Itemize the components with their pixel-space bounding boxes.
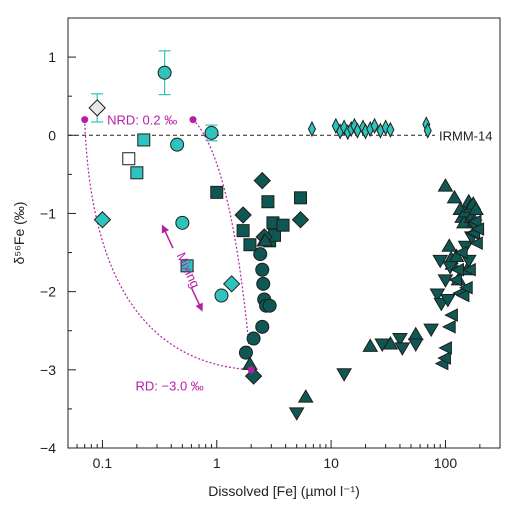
triangle-up-dark-point: [297, 389, 314, 403]
triangle-down-dark-point: [336, 368, 353, 382]
thin-diamond-light-point: [370, 117, 379, 135]
triangle-up-dark-point: [441, 238, 458, 252]
triangle-left-dark-point: [448, 273, 463, 287]
reference-line-layer: IRMM-14: [68, 128, 492, 143]
y-axis-title: δ⁵⁶Fe (‰): [11, 202, 27, 265]
mixing-arrow-group: Mixing: [161, 224, 203, 312]
diamond-light-point: [93, 211, 112, 229]
square-open-point: [122, 152, 136, 166]
circle-dark-point: [255, 319, 270, 334]
square-dark-point: [276, 218, 290, 232]
square-dark-point: [236, 224, 250, 238]
thin-diamond-light-point: [340, 119, 349, 136]
x-axis-title: Dissolved [Fe] (µmol l⁻¹): [208, 483, 360, 499]
square-dark-point: [243, 238, 257, 252]
data-points-layer: [81, 50, 485, 421]
triangle-up-dark-point: [468, 201, 484, 216]
circle-dark-point: [238, 345, 253, 360]
triangle-down-dark-point: [437, 274, 454, 288]
x-tick-label: 100: [434, 455, 458, 471]
triangle-down-dark-point: [423, 323, 440, 338]
y-tick-label: −2: [40, 284, 56, 300]
triangle-left-dark-point: [459, 280, 473, 295]
circle-dark-point: [246, 331, 261, 346]
square-light-point: [130, 166, 144, 180]
square-dark-point: [210, 185, 224, 199]
triangle-left-dark-point: [462, 262, 476, 277]
circle-dark-point: [256, 276, 271, 291]
triangle-left-dark-point: [454, 245, 468, 260]
mixing-annotation: Mixing: [174, 250, 203, 290]
x-tick-label: 10: [323, 455, 339, 471]
mixing-arrowhead-upper: [161, 224, 170, 234]
thin-diamond-light-point: [386, 121, 395, 138]
diamond-dark-point: [253, 171, 271, 190]
triangle-down-dark-point: [442, 261, 459, 275]
irmm14-label: IRMM-14: [439, 128, 492, 143]
y-axis-ticks: 1 0 −1 −2 −3 −4: [40, 49, 76, 456]
circle-dark-point: [253, 247, 268, 262]
triangle-down-dark-point: [439, 293, 456, 308]
triangle-down-dark-point: [407, 338, 424, 353]
circle-dark-point: [262, 298, 277, 313]
mixing-curve: [192, 119, 252, 370]
plot-frame: [67, 17, 501, 449]
triangle-down-dark-point: [392, 333, 408, 347]
x-axis-ticks: 0.1 1 10 100: [67, 440, 501, 471]
triangle-left-dark-point: [444, 308, 458, 322]
rd-annotation: RD: −3.0 ‰: [136, 379, 204, 394]
circle-light-point: [175, 215, 190, 230]
triangle-down-dark-point: [374, 338, 391, 353]
triangle-up-dark-point: [362, 338, 379, 352]
diamond-open_gray-point: [88, 99, 106, 117]
diamond-dark-point: [291, 211, 310, 229]
y-tick-label: −3: [40, 362, 56, 378]
triangle-left-dark-point: [470, 222, 485, 236]
thin-diamond-light-point: [350, 117, 359, 135]
triangle-left-dark-point: [442, 320, 456, 334]
y-tick-label: −4: [40, 440, 56, 456]
triangle-down-dark-point: [460, 254, 477, 269]
triangle-up-dark-point: [257, 232, 274, 247]
triangle-up-dark-point: [446, 189, 463, 204]
circle-dark-point: [255, 262, 270, 277]
nrd-annotation: NRD: 0.2 ‰: [107, 113, 177, 128]
square-light-point: [137, 133, 151, 147]
x-tick-label: 0.1: [93, 455, 113, 471]
thin-diamond-light-point: [307, 120, 317, 138]
triangle-left-dark-point: [437, 351, 451, 365]
triangle-up-dark-point: [407, 326, 424, 341]
diamond-dark-point: [234, 206, 252, 224]
triangle-left-dark-point: [467, 214, 482, 229]
axes-layer: 0.1 1 10 100 10−1−2−3−4 Dissolved [Fe] (µmo…: [11, 17, 501, 499]
mixing-curve: [84, 119, 252, 371]
circle-light-point: [170, 137, 185, 152]
circle-light-point: [204, 125, 219, 140]
endmember-nrd-dot: [81, 116, 89, 124]
y-tick-label: 1: [48, 49, 56, 65]
triangle-left-dark-point: [469, 236, 483, 250]
triangle-left-dark-point: [438, 341, 452, 355]
y-tick-label: 0: [48, 127, 56, 143]
square-dark-point: [294, 191, 308, 205]
square-dark-point: [261, 195, 275, 209]
mixing-curves-layer: [84, 119, 252, 371]
triangle-left-dark-point: [455, 288, 470, 303]
triangle-down-dark-point: [394, 342, 411, 356]
x-tick-label: 1: [213, 455, 221, 471]
triangle-up-dark-point: [437, 178, 454, 192]
mixing-arrowhead-lower: [195, 302, 203, 312]
endmember-nrd-dot: [189, 116, 197, 124]
circle-light-point: [157, 65, 172, 80]
endmember-rd-dot: [247, 366, 255, 374]
thin-diamond-light-point: [423, 122, 432, 139]
square-light-point: [180, 259, 194, 273]
y-tick-label: −1: [40, 205, 56, 221]
circle-light-point: [214, 288, 229, 303]
annotations-layer: NRD: 0.2 ‰ RD: −3.0 ‰ Mixing: [107, 113, 204, 394]
triangle-down-dark-point: [288, 407, 305, 421]
diamond-light-point: [222, 275, 241, 293]
